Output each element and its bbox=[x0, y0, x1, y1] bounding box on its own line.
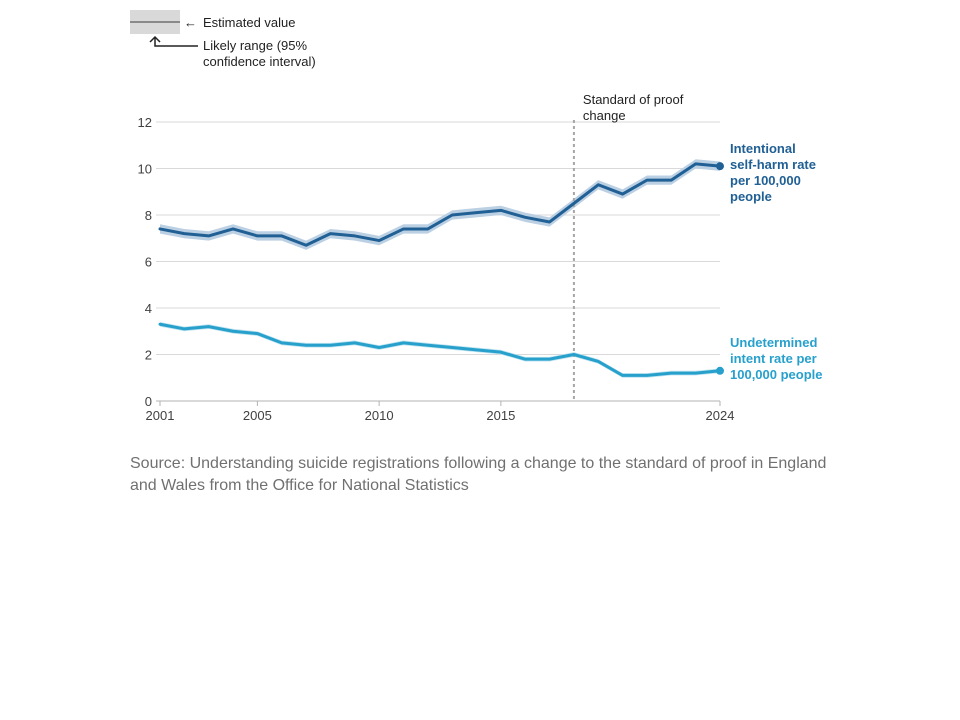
legend-range-label-line1: Likely range (95% bbox=[203, 38, 307, 53]
proof-change-label: change bbox=[583, 108, 626, 123]
y-tick-label: 10 bbox=[138, 162, 152, 177]
y-tick-label: 4 bbox=[145, 301, 152, 316]
x-tick-label: 2024 bbox=[706, 408, 735, 423]
x-tick-label: 2005 bbox=[243, 408, 272, 423]
self_harm-label: self-harm rate bbox=[730, 157, 816, 172]
x-tick-label: 2015 bbox=[486, 408, 515, 423]
legend: ← Estimated value Likely range (95% conf… bbox=[130, 10, 316, 69]
undetermined-end-point bbox=[716, 366, 724, 375]
proof-change-label: Standard of proof bbox=[583, 92, 684, 107]
legend-estimate-arrow-icon: ← bbox=[184, 15, 197, 30]
self_harm-label: per 100,000 bbox=[730, 173, 801, 188]
y-tick-label: 2 bbox=[145, 348, 152, 363]
x-tick-label: 2010 bbox=[365, 408, 394, 423]
undetermined-confidence-band bbox=[160, 321, 720, 378]
undetermined-label: Undetermined bbox=[730, 335, 817, 350]
x-axis: 2001 2005 2010 2015 2024 bbox=[146, 401, 735, 423]
source-note: Source: Understanding suicide registrati… bbox=[130, 455, 827, 494]
legend-range-arrow-icon bbox=[154, 37, 198, 47]
gridlines: 0 2 4 6 8 10 12 bbox=[138, 115, 720, 409]
undetermined-label: 100,000 people bbox=[730, 367, 823, 382]
self_harm-end-point bbox=[716, 162, 724, 171]
undetermined-label: intent rate per bbox=[730, 351, 817, 366]
self_harm-label: people bbox=[730, 189, 772, 204]
self_harm-confidence-band bbox=[160, 159, 720, 250]
y-tick-label: 6 bbox=[145, 255, 152, 270]
y-tick-label: 8 bbox=[145, 208, 152, 223]
x-tick-label: 2001 bbox=[146, 408, 175, 423]
series-lines bbox=[158, 162, 724, 377]
chart: ← Estimated value Likely range (95% conf… bbox=[130, 10, 823, 423]
legend-estimated-label: Estimated value bbox=[203, 15, 296, 30]
legend-range-label-line2: confidence interval) bbox=[203, 54, 316, 69]
self_harm-line bbox=[158, 162, 722, 247]
legend-range-arrowhead-icon bbox=[149, 35, 161, 43]
y-tick-label: 0 bbox=[145, 394, 152, 409]
self_harm-label: Intentional bbox=[730, 141, 796, 156]
y-tick-label: 12 bbox=[138, 115, 152, 130]
undetermined-line bbox=[158, 322, 722, 377]
